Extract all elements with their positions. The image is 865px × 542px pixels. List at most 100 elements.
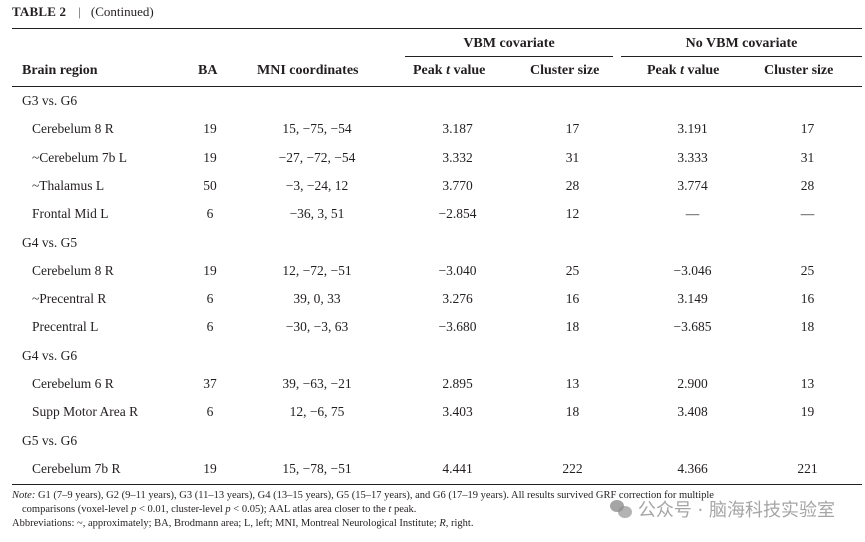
cell-cluster-no-vbm: 13 — [800, 376, 815, 391]
cell-mni: −27, −72, −54 — [278, 149, 356, 165]
table-abbreviations: Abbreviations: ~, approximately; BA, Bro… — [12, 517, 862, 531]
cell-mni: −30, −3, 63 — [285, 319, 349, 335]
column-header-cluster-no-vbm: Cluster size — [764, 63, 834, 78]
cell-ba: 19 — [203, 460, 217, 476]
cell-cluster-no-vbm: 25 — [800, 262, 815, 278]
cell-cluster-no-vbm: 31 — [800, 149, 815, 165]
cell-peak-no-vbm: −3.685 — [673, 319, 712, 335]
cell-ba: 19 — [203, 262, 217, 278]
cell-peak-vbm: 3.403 — [442, 404, 473, 420]
cell-peak-no-vbm: 3.774 — [677, 177, 708, 193]
cell-peak-vbm: 3.276 — [442, 291, 473, 307]
cell-peak-no-vbm: — — [685, 206, 700, 222]
cell-ba: 19 — [203, 149, 217, 165]
group-rule-no-vbm — [621, 56, 862, 57]
cell-cluster-vbm: 31 — [565, 149, 580, 165]
peak-label: Peak — [413, 63, 447, 78]
p-symbol: p — [131, 504, 137, 515]
table-caption: TABLE 2 | (Continued) — [12, 4, 154, 20]
cell-region: ~Precentral R — [32, 291, 107, 307]
cell-ba: 19 — [203, 121, 217, 137]
cell-peak-no-vbm: −3.046 — [673, 262, 712, 278]
group-label: G5 vs. G6 — [22, 432, 78, 448]
column-header-mni: MNI coordinates — [257, 63, 359, 78]
group-header-vbm: VBM covariate — [463, 36, 555, 51]
column-header-ba: BA — [198, 63, 218, 78]
cell-region: Supp Motor Area R — [32, 404, 139, 420]
note-text: < 0.05); AAL atlas area closer to the — [230, 504, 389, 515]
header-bottom-rule — [12, 86, 862, 87]
cell-ba: 6 — [206, 206, 214, 222]
peak-label: Peak — [647, 63, 681, 78]
group-label: G4 vs. G5 — [22, 234, 78, 250]
cell-region: Cerebelum 8 R — [32, 121, 114, 137]
column-header-region: Brain region — [22, 63, 98, 78]
column-header-peak-no-vbm: Peak t value — [647, 62, 719, 80]
cell-cluster-no-vbm: — — [800, 206, 815, 222]
cell-peak-vbm: 3.332 — [442, 149, 473, 165]
cell-cluster-vbm: 222 — [562, 460, 583, 476]
t-symbol: t — [388, 504, 392, 515]
table-note-line-1: Note: G1 (7–9 years), G2 (9–11 years), G… — [12, 489, 862, 503]
group-label: G4 vs. G6 — [22, 347, 78, 363]
cell-mni: 39, 0, 33 — [293, 291, 341, 307]
abbreviations-text: Abbreviations: ~, approximately; BA, Bro… — [12, 518, 440, 529]
cell-mni: 39, −63, −21 — [282, 376, 352, 391]
cell-ba: 6 — [206, 319, 214, 335]
cell-peak-no-vbm: 2.900 — [677, 376, 708, 391]
cell-cluster-vbm: 18 — [565, 319, 580, 335]
cell-peak-vbm: 4.441 — [442, 460, 473, 476]
cell-peak-no-vbm: 3.408 — [677, 404, 708, 420]
note-text: G1 (7–9 years), G2 (9–11 years), G3 (11–… — [35, 490, 714, 501]
group-header-no-vbm: No VBM covariate — [685, 36, 798, 51]
cell-cluster-no-vbm: 16 — [800, 291, 815, 307]
cell-cluster-vbm: 12 — [565, 206, 580, 222]
cell-region: Frontal Mid L — [32, 206, 109, 222]
value-label: value — [449, 63, 486, 78]
cell-region: ~Thalamus L — [32, 177, 105, 193]
cell-peak-vbm: 3.770 — [442, 177, 473, 193]
group-label: G3 vs. G6 — [22, 93, 78, 108]
cell-peak-no-vbm: 3.191 — [677, 121, 708, 137]
cell-ba: 6 — [206, 404, 214, 420]
caption-text: (Continued) — [90, 4, 154, 19]
cell-cluster-vbm: 28 — [565, 177, 580, 193]
cell-mni: 12, −6, 75 — [289, 404, 345, 420]
cell-cluster-no-vbm: 28 — [800, 177, 815, 193]
cell-cluster-vbm: 17 — [565, 121, 580, 137]
note-label: Note: — [12, 490, 36, 501]
cell-mni: 15, −75, −54 — [282, 121, 352, 137]
cell-mni: 12, −72, −51 — [282, 262, 352, 278]
abbreviations-text: , right. — [445, 518, 474, 529]
column-header-cluster-vbm: Cluster size — [530, 63, 600, 78]
cell-peak-no-vbm: 3.149 — [677, 291, 708, 307]
note-text: < 0.01, cluster-level — [136, 504, 226, 515]
value-label: value — [683, 63, 720, 78]
cell-ba: 6 — [206, 291, 214, 307]
cell-mni: −36, 3, 51 — [289, 206, 345, 222]
cell-cluster-vbm: 18 — [565, 404, 580, 420]
cell-peak-vbm: −3.680 — [438, 319, 477, 335]
group-rule-vbm — [405, 56, 613, 57]
table-top-rule — [12, 28, 862, 29]
cell-cluster-no-vbm: 221 — [797, 460, 818, 476]
table-number: TABLE 2 — [12, 4, 67, 19]
cell-region: Precentral L — [32, 319, 99, 335]
table-bottom-rule — [12, 484, 862, 485]
r-symbol: R — [439, 518, 446, 529]
cell-cluster-vbm: 16 — [565, 291, 580, 307]
cell-cluster-vbm: 25 — [565, 262, 580, 278]
note-text: peak. — [391, 504, 417, 515]
cell-region: Cerebelum 8 R — [32, 262, 114, 278]
cell-peak-vbm: 3.187 — [442, 121, 473, 137]
watermark-text: 公众号 · 脑海科技实验室 — [637, 500, 835, 521]
t-symbol: t — [680, 63, 684, 78]
t-symbol: t — [446, 63, 450, 78]
table-note-line-2: comparisons (voxel-level p < 0.01, clust… — [22, 503, 865, 517]
caption-separator: | — [78, 4, 81, 19]
p-symbol: p — [225, 504, 231, 515]
cell-cluster-vbm: 13 — [565, 376, 580, 391]
cell-region: Cerebelum 6 R — [32, 376, 114, 391]
cell-peak-no-vbm: 4.366 — [677, 460, 708, 476]
cell-peak-vbm: −2.854 — [438, 206, 477, 222]
